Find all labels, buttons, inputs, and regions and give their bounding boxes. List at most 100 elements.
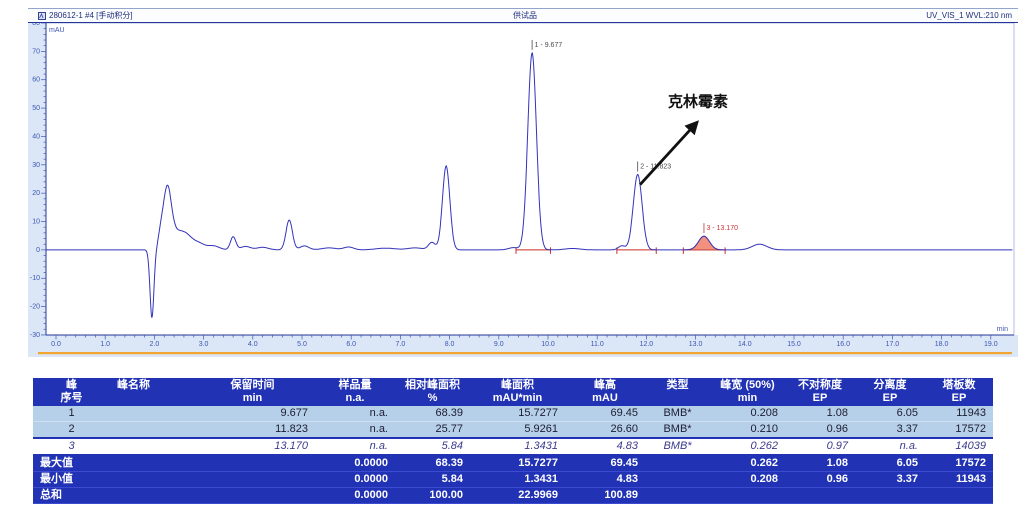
x-tick-label: 6.0 — [346, 341, 356, 348]
table-cell — [645, 487, 710, 504]
table-cell: BMB* — [645, 421, 710, 439]
summary-label: 最小值 — [33, 471, 190, 488]
peak-row[interactable]: 1 9.677 n.a. 68.39 15.7277 69.45 BMB* 0.208 1.08… — [33, 406, 993, 422]
x-tick-label: 4.0 — [248, 341, 258, 348]
x-tick-label: 7.0 — [396, 341, 406, 348]
x-tick-label: 17.0 — [886, 341, 900, 348]
table-cell — [190, 487, 315, 504]
table-cell — [190, 455, 315, 472]
x-tick-label: 9.0 — [494, 341, 504, 348]
peak-label-1: 1 - 9.677 — [535, 42, 563, 49]
y-tick-label: -20 — [30, 304, 40, 311]
table-cell: 68.39 — [395, 406, 470, 422]
table-cell: 69.45 — [565, 406, 645, 422]
table-cell: 0.96 — [785, 421, 855, 439]
table-cell: 0.97 — [785, 437, 855, 456]
x-tick-label: 15.0 — [787, 341, 801, 348]
table-cell: n.a. — [315, 437, 395, 456]
x-axis-unit-label: min — [997, 326, 1008, 333]
y-axis-strip — [28, 23, 46, 357]
table-cell — [645, 471, 710, 488]
x-tick-label: 8.0 — [445, 341, 455, 348]
table-cell: 3.37 — [855, 471, 925, 488]
table-cell — [785, 487, 855, 504]
table-cell — [925, 487, 993, 504]
table-cell: 17572 — [925, 455, 993, 472]
peak-row[interactable]: 3 13.170 n.a. 5.84 1.3431 4.83 BMB* 0.262 0.97 n.… — [33, 437, 993, 456]
peak-label-3: 3 - 13.170 — [706, 225, 738, 232]
chromatogram-trace — [46, 51, 1013, 318]
table-cell: 0.0000 — [315, 487, 395, 504]
table-cell: BMB* — [645, 437, 710, 456]
table-cell: 0.208 — [710, 406, 785, 422]
table-cell: 0.96 — [785, 471, 855, 488]
peak-results-table: 峰序号 峰名称 保留时间 min 样品量 n.a. 相对峰面积% 峰面积 mAU*min 峰高 mA… — [33, 378, 993, 504]
column-header: 峰宽 (50%) min — [710, 378, 785, 406]
x-tick-label: 5.0 — [297, 341, 307, 348]
column-header: 峰高 mAU — [565, 378, 645, 406]
chromatogram-panel: 280612-1 #4 [手动积分] 供试品 UV_VIS_1 WVL:210 … — [28, 8, 1018, 362]
table-cell: 3.37 — [855, 421, 925, 439]
x-tick-label: 1.0 — [100, 341, 110, 348]
x-tick-label: 12.0 — [640, 341, 654, 348]
table-cell: 4.83 — [565, 437, 645, 456]
table-cell: 100.00 — [395, 487, 470, 504]
y-tick-label: 70 — [32, 48, 40, 55]
table-cell: 15.7277 — [470, 406, 565, 422]
peak-row[interactable]: 2 11.823 n.a. 25.77 5.9261 26.60 BMB* 0.210 0.96… — [33, 421, 993, 439]
table-cell — [645, 455, 710, 472]
y-tick-label: 60 — [32, 77, 40, 84]
y-axis-unit-label: mAU — [49, 27, 65, 34]
x-tick-label: 11.0 — [591, 341, 604, 348]
x-tick-label: 13.0 — [689, 341, 703, 348]
table-cell: 1.08 — [785, 406, 855, 422]
column-header: 样品量 n.a. — [315, 378, 395, 406]
x-axis-strip — [28, 335, 1018, 357]
column-header: 峰面积 mAU*min — [470, 378, 565, 406]
x-tick-label: 3.0 — [199, 341, 209, 348]
y-tick-label: 80 — [32, 23, 40, 27]
table-cell: 5.84 — [395, 437, 470, 456]
table-cell: 3 — [33, 437, 110, 456]
summary-row: 最小值 0.0000 5.84 1.3431 4.83 0.208 0.96 3.37 1194… — [33, 471, 993, 488]
table-cell — [190, 471, 315, 488]
table-cell: 0.262 — [710, 437, 785, 456]
summary-label: 总和 — [33, 487, 190, 504]
x-tick-label: 19.0 — [984, 341, 998, 348]
table-cell: 11943 — [925, 471, 993, 488]
trace-title: 280612-1 #4 [手动积分] — [49, 11, 133, 20]
table-cell: 22.9969 — [470, 487, 565, 504]
y-tick-label: 0 — [36, 247, 40, 254]
table-cell: 69.45 — [565, 455, 645, 472]
x-tick-label: 18.0 — [935, 341, 949, 348]
table-cell: 0.0000 — [315, 471, 395, 488]
table-cell: 25.77 — [395, 421, 470, 439]
x-tick-label: 0.0 — [51, 341, 61, 348]
chart-header: 280612-1 #4 [手动积分] 供试品 UV_VIS_1 WVL:210 … — [28, 8, 1018, 23]
table-cell — [710, 487, 785, 504]
table-cell — [855, 487, 925, 504]
column-header: 峰序号 — [33, 378, 110, 406]
x-tick-label: 2.0 — [150, 341, 160, 348]
column-header: 塔板数 EP — [925, 378, 993, 406]
table-cell: 1.3431 — [470, 471, 565, 488]
chromatogram-plot[interactable]: -30 -20 -10 0 10 20 30 40 50 60 70 80 0.0 1.0 2.0 3.0 4.… — [28, 20, 1018, 357]
sample-name: 供试品 — [513, 11, 537, 20]
table-cell: n.a. — [315, 421, 395, 439]
table-cell: 5.84 — [395, 471, 470, 488]
table-cell: 1.08 — [785, 455, 855, 472]
column-header: 峰名称 — [110, 378, 190, 406]
table-cell: BMB* — [645, 406, 710, 422]
column-header: 类型 — [645, 378, 710, 406]
time-range-bar — [38, 352, 1012, 355]
table-cell — [110, 437, 190, 456]
table-cell: 5.9261 — [470, 421, 565, 439]
table-cell: 11943 — [925, 406, 993, 422]
table-header-row: 峰序号 峰名称 保留时间 min 样品量 n.a. 相对峰面积% 峰面积 mAU*min 峰高 mA… — [33, 378, 993, 406]
y-tick-label: 20 — [32, 190, 40, 197]
table-cell: n.a. — [855, 437, 925, 456]
annotation-arrow — [638, 120, 699, 186]
y-tick-label: 30 — [32, 162, 40, 169]
y-tick-label: 10 — [32, 219, 40, 226]
y-tick-label: 40 — [32, 133, 40, 140]
